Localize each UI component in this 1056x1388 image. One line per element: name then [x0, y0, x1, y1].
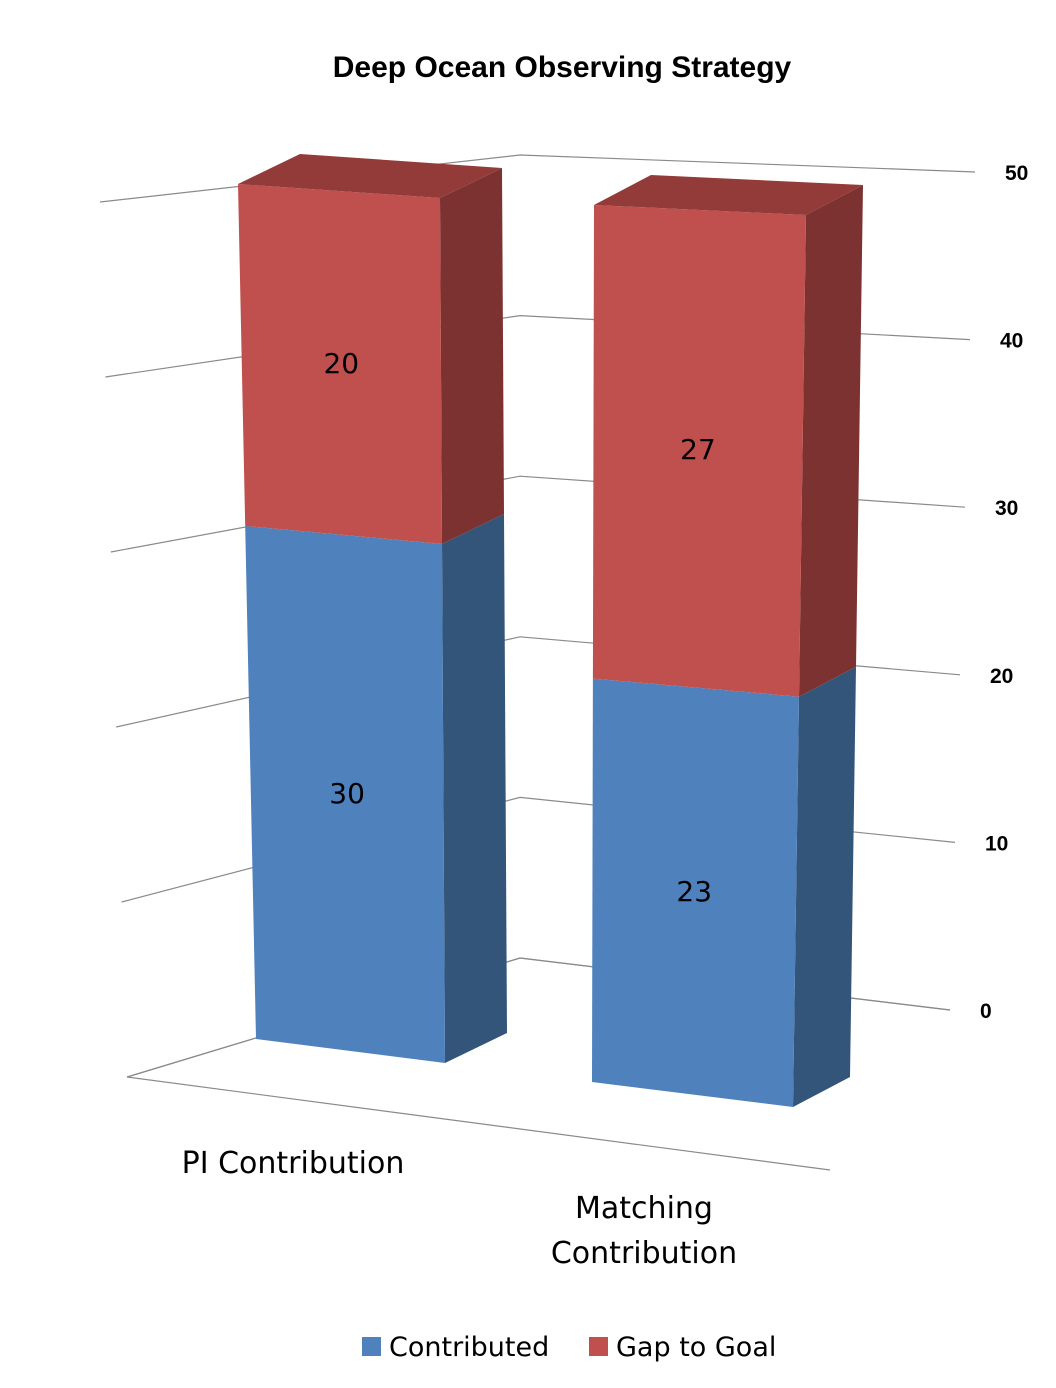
category-labels: PI Contribution Matching Contribution: [182, 1146, 738, 1271]
y-tick-label-10: 10: [985, 832, 1008, 855]
bar-1-gap-to-goal-side: [799, 185, 863, 697]
floor-front-edge: [126, 1076, 831, 1171]
bar-1-gap-to-goal: [592, 205, 806, 697]
bar-1-gap-to-goal-top: [594, 175, 863, 215]
category-label: PI Contribution: [182, 1146, 405, 1181]
legend-label: Gap to Goal: [616, 1332, 776, 1363]
legend-label: Contributed: [389, 1332, 549, 1363]
legend-swatch: [589, 1337, 608, 1356]
y-tick-label-50: 50: [1005, 162, 1028, 185]
bar-0-gap-to-goal: [238, 184, 442, 544]
bar-0-contributed: [245, 526, 445, 1063]
category-label: Matching Contribution: [551, 1191, 737, 1271]
data-label: 20: [323, 347, 359, 380]
y-tick-label-40: 40: [1000, 330, 1023, 353]
y-tick-label-30: 30: [995, 497, 1018, 520]
data-label: 27: [680, 433, 716, 466]
bar-1-contributed: [592, 678, 799, 1107]
data-label: 23: [676, 875, 712, 908]
legend: Contributed Gap to Goal: [362, 1332, 776, 1363]
y-tick-label-0: 0: [980, 1000, 992, 1023]
y-tick-label-20: 20: [990, 665, 1013, 688]
legend-swatch: [362, 1337, 381, 1356]
data-labels: 30 20 23 27: [323, 347, 715, 908]
chart-title: Deep Ocean Observing Strategy: [333, 51, 792, 84]
bar-0-gap-to-goal-top: [238, 154, 502, 198]
bar-0-contributed-side: [442, 514, 507, 1063]
bar-1-contributed-side: [793, 666, 856, 1107]
bars: [238, 154, 863, 1107]
y-axis-ticks: 0 10 20 30 40 50: [980, 162, 1028, 1023]
data-label: 30: [329, 777, 365, 810]
bar-0-gap-to-goal-side: [440, 168, 504, 544]
